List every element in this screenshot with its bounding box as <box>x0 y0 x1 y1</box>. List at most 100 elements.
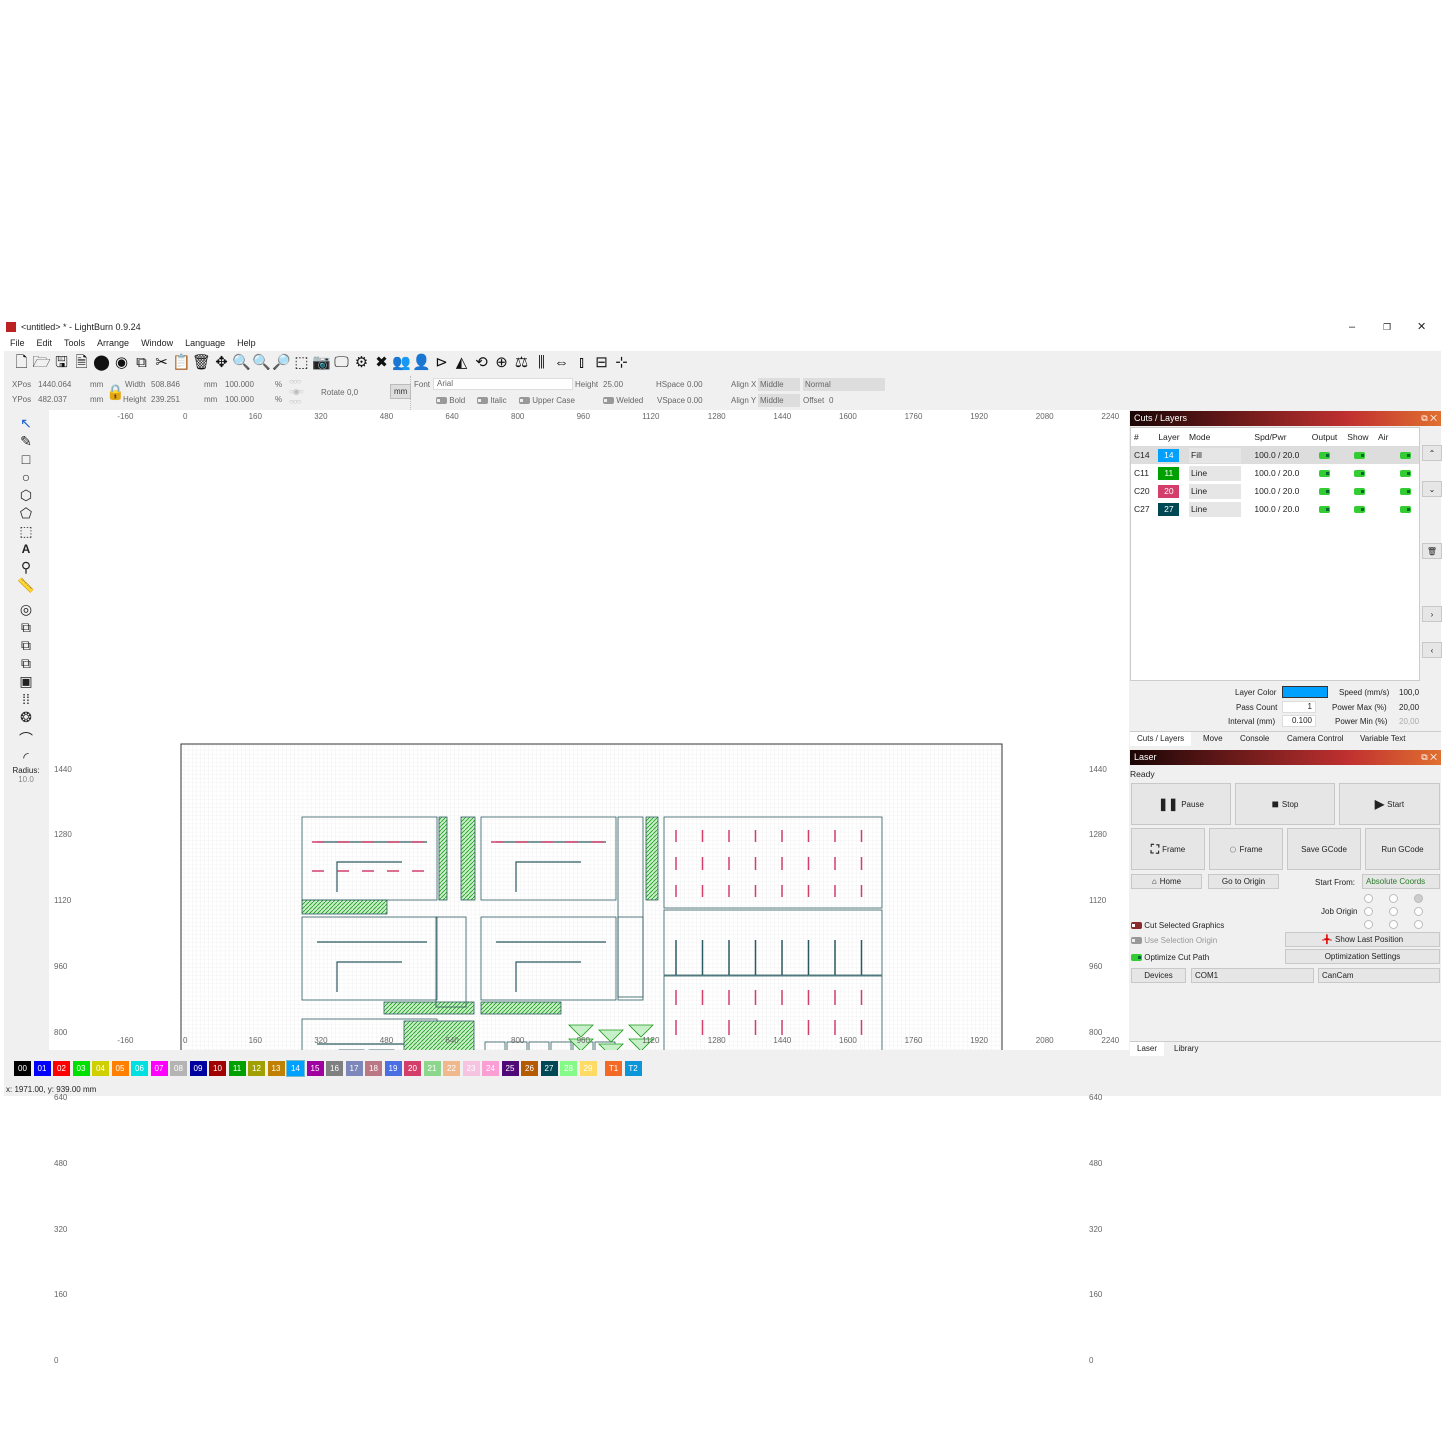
import-icon[interactable]: ⬤ <box>93 354 110 371</box>
delete-icon[interactable]: 🗑 <box>192 354 212 371</box>
job-origin-radio[interactable] <box>1364 920 1373 929</box>
job-origin-radio[interactable] <box>1414 907 1423 916</box>
layer-show-toggle[interactable] <box>1354 488 1366 496</box>
layer-mode-select[interactable]: Fill <box>1189 447 1242 463</box>
move-layer-up-button[interactable]: ⌃ <box>1422 445 1442 461</box>
layer-air-toggle[interactable] <box>1400 452 1412 460</box>
tab-laser[interactable]: Laser <box>1130 1042 1165 1056</box>
boolean-intersect-icon[interactable]: ⧉ <box>21 655 31 671</box>
pause-button[interactable]: ❚❚ Pause <box>1131 783 1231 825</box>
rotate-icon[interactable]: ⟲ <box>475 354 488 371</box>
monitor-icon[interactable]: 🖵 <box>334 354 349 371</box>
panel-close-icon[interactable]: ⧉ ✕ <box>1421 752 1437 762</box>
tab-variable-text[interactable]: Variable Text <box>1360 734 1406 743</box>
settings-icon[interactable]: ⚙ <box>354 354 369 371</box>
align-bottom-icon[interactable]: ⚖ <box>514 354 529 371</box>
design-part[interactable] <box>301 1018 438 1050</box>
start-button[interactable]: ▶ Start <box>1339 783 1440 825</box>
design-part[interactable] <box>550 1041 572 1050</box>
align-x-select[interactable]: Middle <box>758 378 800 391</box>
interval-input[interactable]: 0.100 <box>1282 715 1316 727</box>
tab-console[interactable]: Console <box>1240 734 1270 743</box>
layer-mode-select[interactable]: Line <box>1189 465 1242 481</box>
design-part[interactable] <box>598 1029 624 1043</box>
layer-row[interactable]: C14 14 Fill 100.0 / 20.0 <box>1131 446 1419 464</box>
layer-color-badge[interactable]: 27 <box>1158 502 1180 516</box>
height-input[interactable]: 239.251 <box>151 395 180 404</box>
weld-icon[interactable]: ▣ <box>19 673 33 689</box>
open-icon[interactable]: 🗁 <box>32 354 51 371</box>
layer-air-toggle[interactable] <box>1400 470 1412 478</box>
circular-array-icon[interactable]: ❂ <box>20 709 32 725</box>
tab-move[interactable]: Move <box>1203 734 1223 743</box>
move-layer-down-button[interactable]: ⌄ <box>1422 481 1442 497</box>
workspace[interactable]: -160 -160 0 0 160 160 320 320 480 480 640 640 800 800… <box>49 410 1129 1365</box>
palette-color-04[interactable]: 04 <box>92 1061 109 1076</box>
palette-color-16[interactable]: 16 <box>326 1061 343 1076</box>
job-origin-radio[interactable] <box>1364 894 1373 903</box>
pen-tool-icon[interactable]: ✎ <box>20 433 32 449</box>
offset-input[interactable]: 0 <box>829 396 834 405</box>
radius-input[interactable]: 10.0 <box>18 775 34 784</box>
power-max-input[interactable]: 20,00 <box>1399 703 1420 712</box>
design-part[interactable] <box>568 1038 594 1050</box>
devices-button[interactable]: Devices <box>1131 968 1186 983</box>
palette-color-06[interactable]: 06 <box>131 1061 148 1076</box>
width-input[interactable]: 508.846 <box>151 380 180 389</box>
palette-color-11[interactable]: 11 <box>228 1061 246 1076</box>
menu-file[interactable]: File <box>10 338 25 348</box>
palette-color-20[interactable]: 20 <box>404 1061 421 1076</box>
anchor-grid[interactable]: ○○○ ○◉○ ○○○ <box>289 377 304 406</box>
start-from-select[interactable]: Absolute Coords <box>1362 874 1440 889</box>
palette-color-14[interactable]: 14 <box>286 1060 305 1077</box>
layer-air-toggle[interactable] <box>1400 506 1412 514</box>
palette-color-24[interactable]: 24 <box>482 1061 499 1076</box>
power-min-input[interactable]: 20,00 <box>1399 717 1420 726</box>
palette-color-T2[interactable]: T2 <box>624 1061 642 1076</box>
xpos-input[interactable]: 1440.064 <box>38 380 72 389</box>
stop-button[interactable]: ■ Stop <box>1235 783 1335 825</box>
menu-arrange[interactable]: Arrange <box>97 338 130 348</box>
camera-icon[interactable]: 📷 <box>312 354 331 371</box>
rectangle-tool-icon[interactable]: □ <box>21 451 31 467</box>
design-part[interactable] <box>594 1041 616 1050</box>
corner-tool-icon[interactable]: ⌒ <box>19 731 33 747</box>
zoom-selection-icon[interactable]: ⬚ <box>294 354 309 371</box>
palette-color-03[interactable]: 03 <box>72 1061 90 1076</box>
layer-color-badge[interactable]: 20 <box>1158 484 1180 498</box>
palette-color-17[interactable]: 17 <box>345 1061 363 1076</box>
optimize-cut-path-toggle[interactable]: Optimize Cut Path <box>1131 953 1209 962</box>
font-select[interactable]: Arial <box>433 378 573 390</box>
palette-color-29[interactable]: 29 <box>579 1061 597 1076</box>
cut-icon[interactable]: ✂ <box>155 354 168 371</box>
tools-icon[interactable]: ✖ <box>375 354 388 371</box>
layer-show-toggle[interactable] <box>1354 470 1366 478</box>
distribute-space-icon[interactable]: ⊟ <box>595 354 608 371</box>
menu-tools[interactable]: Tools <box>64 338 86 348</box>
panel-close-icon[interactable]: ⧉ ✕ <box>1421 413 1437 423</box>
design-part[interactable] <box>663 909 883 976</box>
layer-row[interactable]: C20 20 Line 100.0 / 20.0 <box>1131 482 1419 500</box>
design-part[interactable] <box>617 916 644 1001</box>
design-part[interactable] <box>301 899 388 915</box>
palette-color-23[interactable]: 23 <box>462 1061 480 1076</box>
zoom-in-icon[interactable]: 🔍 <box>232 354 251 371</box>
edit-nodes-icon[interactable]: ⬠ <box>19 505 33 521</box>
save-as-icon[interactable]: 🗎 <box>75 354 88 371</box>
design-part[interactable] <box>460 816 476 901</box>
hspace-input[interactable]: 0.00 <box>687 380 703 389</box>
palette-color-01[interactable]: 01 <box>33 1061 51 1076</box>
design-part[interactable] <box>617 816 644 998</box>
go-to-origin-button[interactable]: Go to Origin <box>1208 874 1279 889</box>
rotate-input[interactable]: 0,0 <box>347 388 359 397</box>
design-part[interactable] <box>480 816 617 901</box>
position-tool-icon[interactable]: ⚲ <box>20 559 32 575</box>
palette-color-08[interactable]: 08 <box>170 1061 187 1076</box>
palette-color-13[interactable]: 13 <box>267 1061 285 1076</box>
palette-color-07[interactable]: 07 <box>150 1061 168 1076</box>
layer-output-toggle[interactable] <box>1318 470 1330 478</box>
port-select[interactable]: COM1 <box>1191 968 1314 983</box>
design-part[interactable] <box>484 1041 506 1050</box>
maximize-button[interactable]: ❐ <box>1383 322 1392 332</box>
design-part[interactable] <box>506 1041 528 1050</box>
